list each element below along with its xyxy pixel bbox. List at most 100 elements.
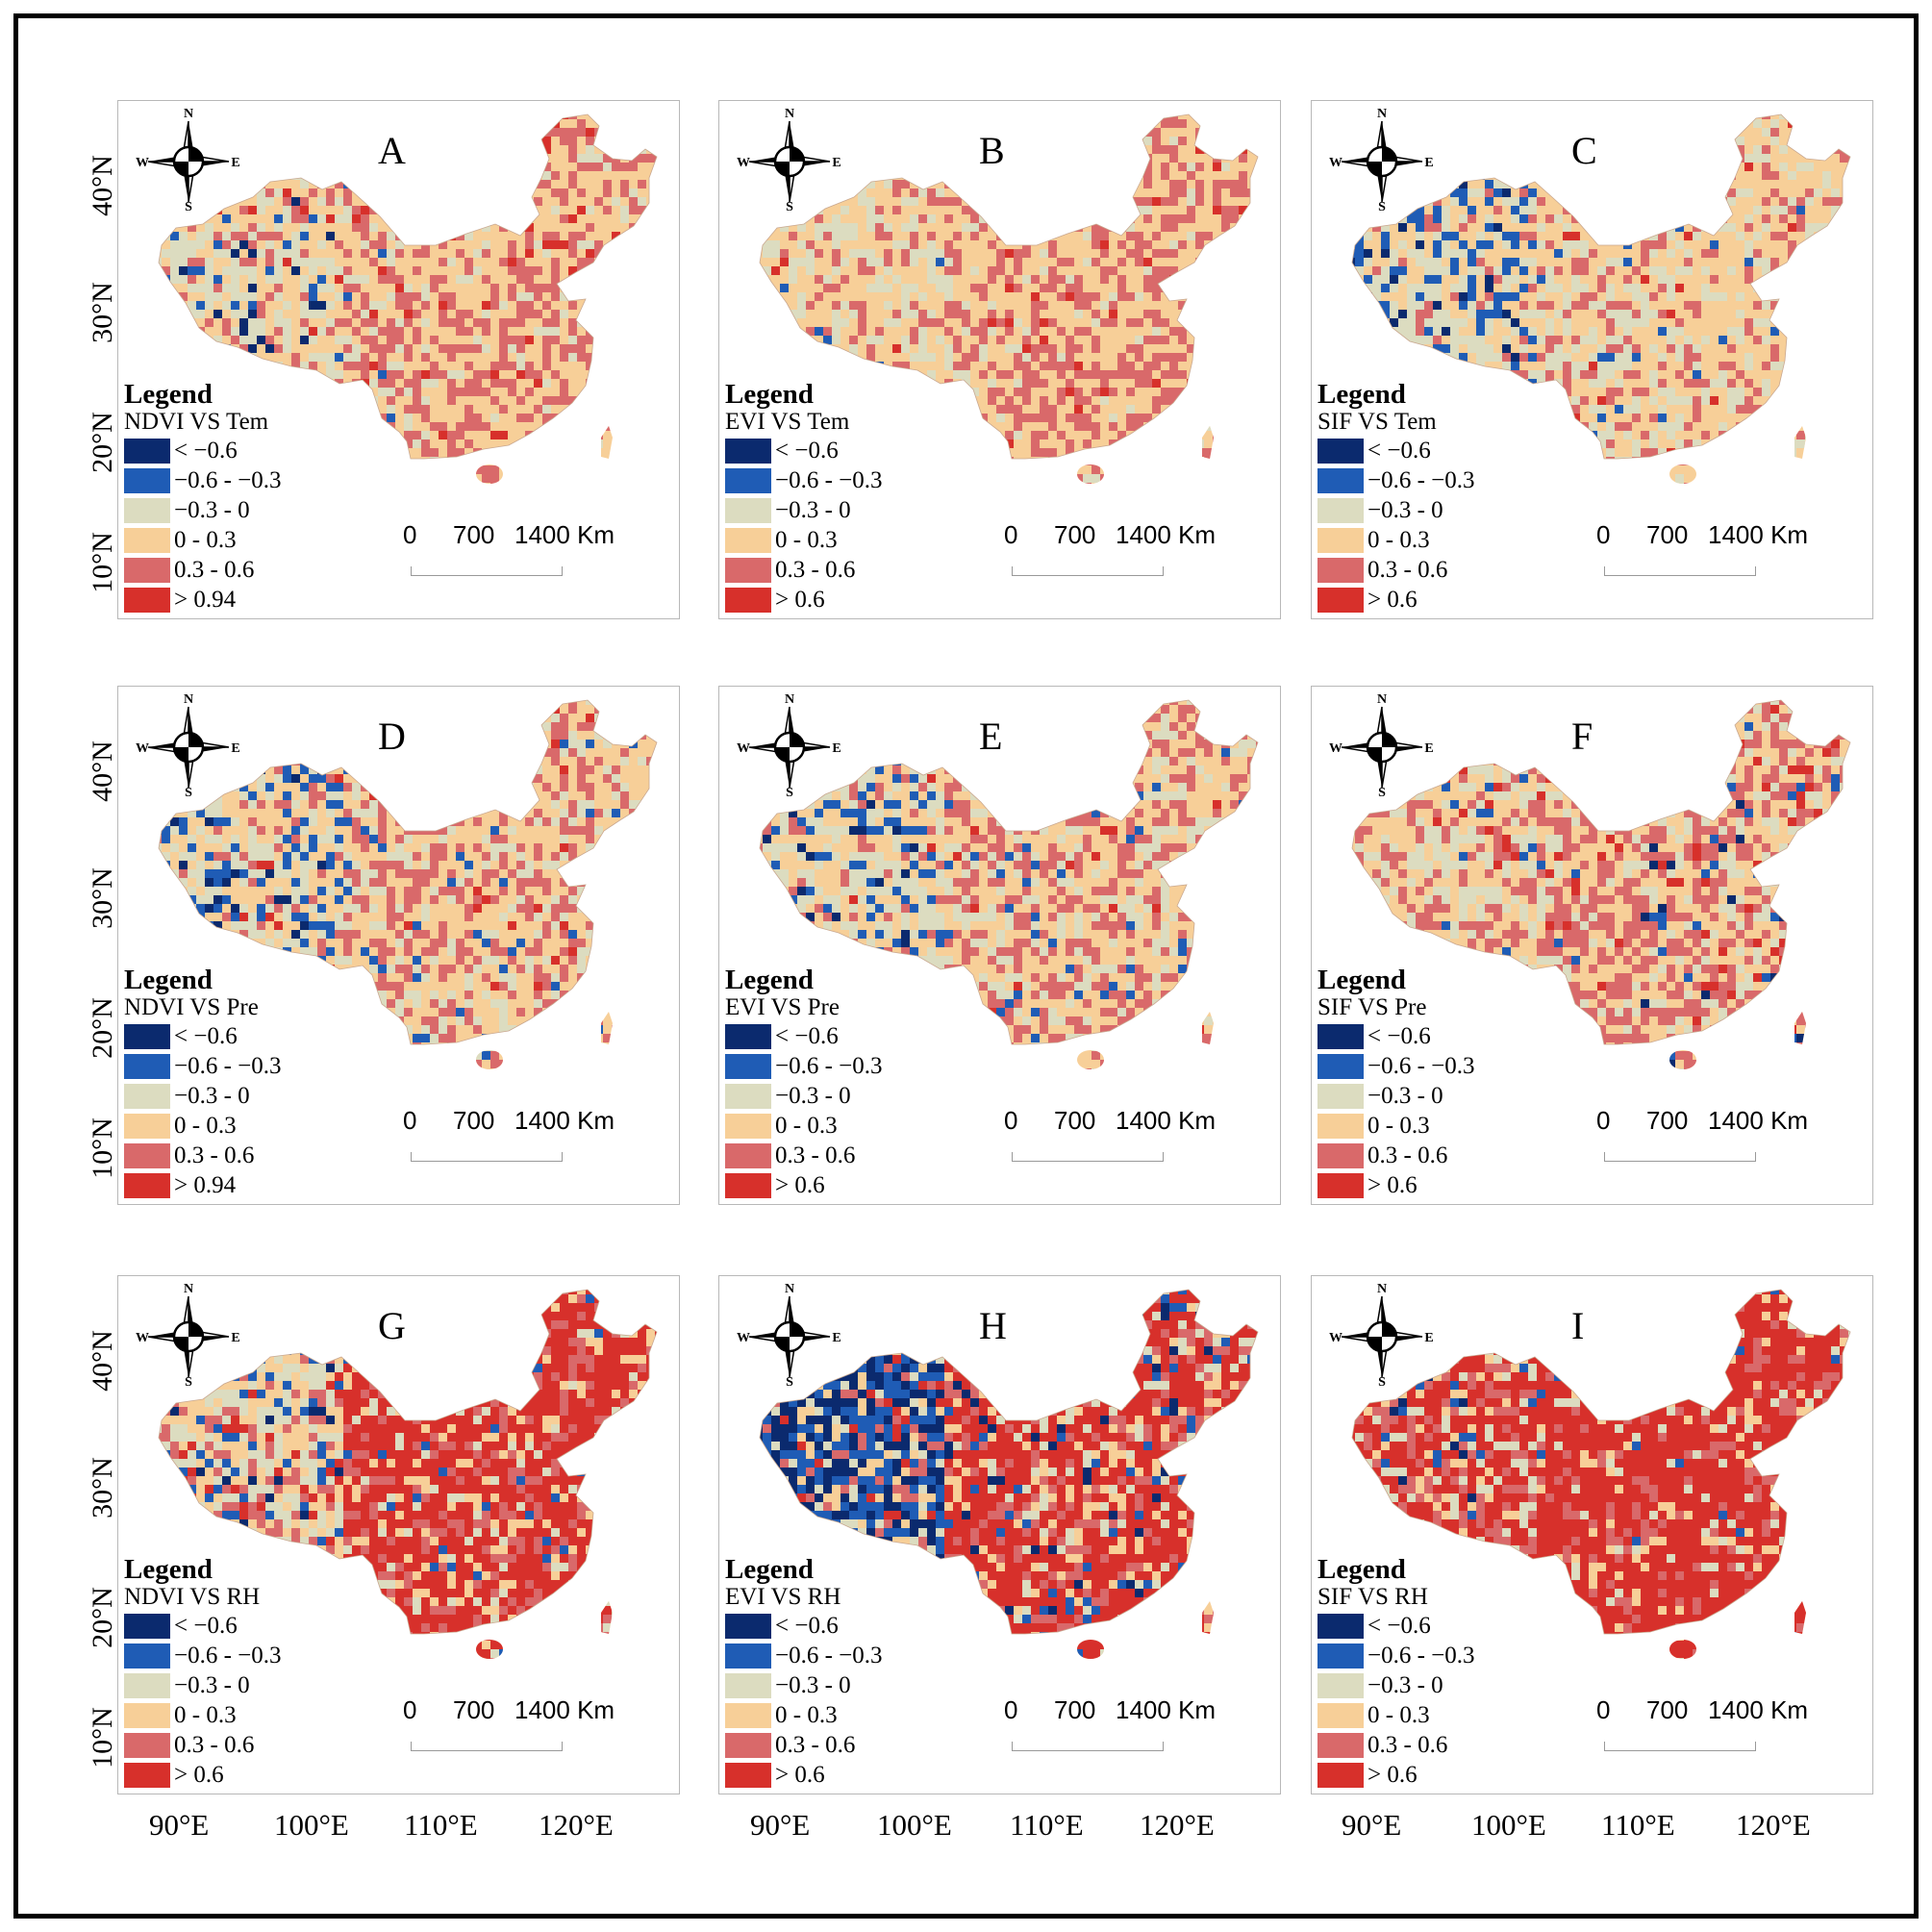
compass-east-label: E	[832, 156, 841, 170]
map-panel-e: E N S E W Legend EVI VS Pre < −0.6 −0.6 - −0.3 −0…	[718, 686, 1281, 1205]
legend-entry: −0.6 - −0.3	[725, 1051, 883, 1081]
panel-letter: G	[378, 1304, 406, 1347]
map-legend: Legend EVI VS Tem < −0.6 −0.6 - −0.3 −0.3 - …	[725, 380, 883, 615]
legend-title: Legend	[1317, 1554, 1406, 1585]
legend-label: 0 - 0.3	[775, 1701, 838, 1728]
legend-swatch	[1317, 557, 1364, 583]
latitude-label: 30°N	[87, 1457, 118, 1518]
legend-swatch	[1317, 1113, 1364, 1139]
legend-entry: −0.3 - 0	[124, 1081, 282, 1111]
longitude-label: 110°E	[404, 1808, 478, 1842]
legend-label: −0.3 - 0	[1367, 496, 1443, 523]
legend-entry: > 0.6	[124, 1760, 282, 1790]
legend-entry: 0 - 0.3	[124, 1111, 282, 1141]
scale-bar-label: 700	[1646, 1106, 1689, 1135]
scale-bar-label: 0	[403, 1106, 417, 1135]
legend-swatch	[124, 1113, 170, 1139]
scale-bar-label: 700	[1646, 520, 1689, 549]
legend-swatch	[725, 1643, 771, 1669]
compass-north-label: N	[1377, 107, 1387, 121]
legend-label: −0.6 - −0.3	[1367, 1642, 1475, 1669]
legend-subtitle: EVI VS RH	[725, 1584, 841, 1610]
legend-entry: −0.3 - 0	[124, 1670, 282, 1700]
legend-swatch	[124, 1672, 170, 1698]
map-panel-c: C N S E W Legend SIF VS Tem < −0.6 −0.6 - −0.3 −0…	[1311, 100, 1873, 619]
legend-entry: < −0.6	[725, 1021, 883, 1051]
north-arrow-compass-icon: N S E W	[136, 692, 240, 798]
legend-swatch	[725, 527, 771, 553]
legend-label: −0.3 - 0	[775, 1671, 851, 1698]
panel-letter: H	[979, 1304, 1007, 1347]
scale-bar-label: 700	[1054, 1695, 1096, 1724]
legend-entry: > 0.6	[1317, 585, 1475, 615]
longitude-label: 100°E	[1471, 1808, 1546, 1842]
legend-entry: −0.3 - 0	[725, 1670, 883, 1700]
panel-letter: E	[979, 715, 1003, 758]
latitude-label: 40°N	[87, 1330, 118, 1392]
scale-bar-label: 700	[1054, 520, 1096, 549]
map-panel-a: A N S E W Legend NDVI VS Tem < −0.6 −0.6 - −0.3 −…	[117, 100, 680, 619]
scale-bar: 0 700 1400 Km	[397, 1106, 647, 1164]
legend-entry: < −0.6	[1317, 1021, 1475, 1051]
legend-label: 0.3 - 0.6	[174, 556, 255, 583]
legend-label: < −0.6	[1367, 437, 1431, 464]
compass-south-label: S	[786, 786, 793, 798]
legend-label: −0.6 - −0.3	[174, 1642, 282, 1669]
compass-south-label: S	[1378, 1375, 1386, 1388]
scale-bar-line	[411, 1152, 563, 1162]
map-panel-f: F N S E W Legend SIF VS Pre < −0.6 −0.6 - −0.3 −0…	[1311, 686, 1873, 1205]
correlation-map	[1351, 699, 1851, 1069]
legend-swatch	[124, 527, 170, 553]
legend-swatch	[725, 1732, 771, 1758]
legend-entry: > 0.94	[124, 1170, 282, 1200]
legend-label: −0.6 - −0.3	[1367, 1052, 1475, 1079]
legend-label: > 0.6	[775, 1761, 825, 1788]
legend-entry: −0.3 - 0	[1317, 495, 1475, 525]
scale-bar: 0 700 1400 Km	[1591, 1695, 1841, 1753]
legend-subtitle: SIF VS Tem	[1317, 409, 1437, 435]
latitude-label: 30°N	[87, 867, 118, 929]
legend-entry: < −0.6	[124, 1021, 282, 1051]
compass-west-label: W	[737, 741, 750, 756]
legend-entry: > 0.6	[725, 585, 883, 615]
correlation-map	[1351, 113, 1851, 484]
legend-swatch	[124, 497, 170, 523]
map-legend: Legend NDVI VS RH < −0.6 −0.6 - −0.3 −0.3 - …	[124, 1555, 282, 1790]
north-arrow-compass-icon: N S E W	[1329, 1282, 1434, 1388]
legend-entry: 0 - 0.3	[124, 525, 282, 555]
compass-east-label: E	[231, 1331, 239, 1345]
correlation-map	[158, 113, 658, 484]
legend-entry: 0.3 - 0.6	[1317, 1141, 1475, 1170]
legend-swatch	[1317, 1643, 1364, 1669]
compass-north-label: N	[184, 692, 193, 707]
map-panel-d: D N S E W Legend NDVI VS Pre < −0.6 −0.6 - −0.3 −…	[117, 686, 680, 1205]
legend-swatch	[725, 497, 771, 523]
legend-swatch	[124, 1172, 170, 1198]
scale-bar-label: 0	[1004, 1695, 1018, 1724]
legend-label: −0.3 - 0	[775, 496, 851, 523]
legend-entry: −0.6 - −0.3	[124, 465, 282, 495]
scale-bar-line	[1012, 1152, 1164, 1162]
legend-swatch	[725, 1702, 771, 1728]
legend-subtitle: SIF VS RH	[1317, 1584, 1428, 1610]
legend-label: > 0.6	[775, 1171, 825, 1198]
legend-label: < −0.6	[174, 437, 238, 464]
compass-south-label: S	[185, 1375, 192, 1388]
panel-letter: D	[378, 715, 406, 758]
legend-label: 0 - 0.3	[174, 1701, 237, 1728]
scale-bar-label: 700	[1054, 1106, 1096, 1135]
legend-swatch	[124, 1053, 170, 1079]
legend-entry: −0.6 - −0.3	[124, 1641, 282, 1670]
legend-label: −0.3 - 0	[1367, 1082, 1443, 1109]
longitude-label: 90°E	[149, 1808, 210, 1842]
correlation-map	[1351, 1289, 1851, 1659]
legend-swatch	[725, 557, 771, 583]
legend-label: 0.3 - 0.6	[775, 556, 856, 583]
legend-entry: > 0.6	[725, 1760, 883, 1790]
scale-bar-label: 1400 Km	[514, 1695, 615, 1724]
legend-swatch	[124, 1762, 170, 1788]
legend-label: −0.6 - −0.3	[174, 466, 282, 493]
latitude-label: 10°N	[87, 532, 118, 593]
legend-title: Legend	[1317, 965, 1406, 995]
legend-label: 0.3 - 0.6	[174, 1731, 255, 1758]
